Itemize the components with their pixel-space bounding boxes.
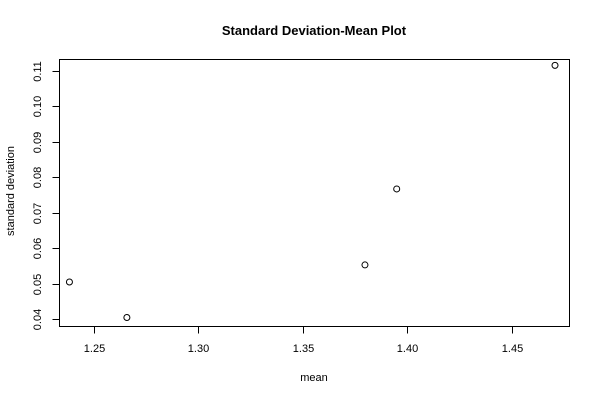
y-tick-label: 0.11	[32, 61, 44, 82]
data-point	[123, 313, 131, 321]
plot-frame	[59, 59, 570, 327]
x-tick-label: 1.40	[397, 343, 418, 355]
x-tick-label: 1.35	[293, 343, 314, 355]
y-tick-label: 0.05	[32, 274, 44, 295]
y-tick-label: 0.09	[32, 132, 44, 153]
y-tick-label: 0.08	[32, 167, 44, 188]
y-tick-label: 0.07	[32, 203, 44, 224]
y-tick-label: 0.04	[32, 309, 44, 330]
y-tick-label: 0.06	[32, 238, 44, 259]
data-point	[361, 261, 369, 269]
data-point	[393, 185, 401, 193]
y-axis: 0.04 0.05 0.06 0.07 0.08 0.09 0.10 0.11	[32, 61, 60, 330]
data-points	[65, 61, 559, 321]
x-axis-label: mean	[300, 372, 328, 384]
chart-title: Standard Deviation-Mean Plot	[222, 23, 407, 38]
x-tick-label: 1.45	[502, 343, 523, 355]
data-point	[65, 278, 73, 286]
x-axis: 1.25 1.30 1.35 1.40 1.45	[84, 326, 523, 355]
data-point	[551, 61, 559, 69]
x-tick-label: 1.25	[84, 343, 105, 355]
y-axis-label: standard deviation	[5, 146, 17, 236]
x-tick-label: 1.30	[188, 343, 209, 355]
y-tick-label: 0.10	[32, 96, 44, 117]
